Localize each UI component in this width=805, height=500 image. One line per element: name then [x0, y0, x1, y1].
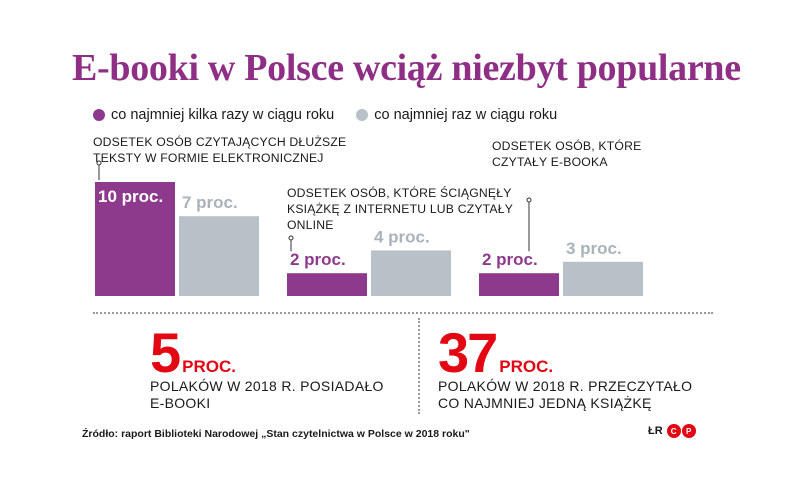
stat-headline: 5 PROC. — [150, 325, 384, 381]
stat-value: 5 — [150, 321, 181, 384]
bar-frequent-3 — [479, 273, 559, 296]
caption-line: Odsetek osób, które ściągnęły — [287, 186, 512, 200]
divider-horizontal — [93, 312, 713, 314]
caption-long-texts: Odsetek osób czytających dłuższe teksty … — [93, 134, 346, 166]
caption-downloaded: Odsetek osób, które ściągnęły książkę z … — [287, 185, 513, 233]
legend-swatch-gray — [356, 109, 369, 121]
divider-vertical — [418, 318, 420, 414]
caption-line: książkę z internetu lub czytały — [287, 202, 514, 216]
legend-item-once: co najmniej raz w ciągu roku — [356, 107, 557, 123]
caption-ebook: Odsetek osób, które czytały e-booka — [492, 138, 641, 170]
legend-label-once: co najmniej raz w ciągu roku — [374, 107, 558, 123]
bar-frequent-1 — [95, 182, 175, 296]
stat-headline: 37 PROC. — [438, 325, 692, 381]
bar-once-2 — [371, 250, 451, 296]
stat-desc-line: Polaków w 2018 r. przeczytało — [438, 378, 693, 394]
bar-value-label: 7 proc. — [182, 193, 238, 212]
publisher-logo: ŁR C P — [648, 424, 697, 438]
stat-desc-line: e-booki — [150, 395, 211, 411]
source-note: Źródło: raport Biblioteki Narodowej „Sta… — [82, 428, 470, 440]
bar-value-label: 4 proc. — [374, 227, 430, 246]
caption-line: czytały e-booka — [492, 155, 608, 169]
bar-value-label: 3 proc. — [566, 239, 622, 258]
bar-once-3 — [563, 261, 643, 296]
logo-letter: C — [666, 424, 681, 438]
legend: co najmniej kilka razy w ciągu roku co n… — [93, 107, 579, 123]
logo-letter: P — [681, 424, 696, 438]
chart-title: E-booki w Polsce wciąż niezbyt popularne — [72, 47, 741, 89]
legend-label-frequent: co najmniej kilka razy w ciągu roku — [111, 107, 335, 123]
bar-value-label: 2 proc. — [290, 250, 346, 269]
bar-once-1 — [179, 216, 259, 296]
stat-description: Polaków w 2018 r. przeczytało co najmnie… — [438, 378, 692, 412]
leader-dot — [96, 160, 102, 166]
stat-value: 37 — [438, 321, 498, 384]
stat-desc-line: co najmniej jedną książkę — [438, 395, 652, 411]
leader-dot — [526, 197, 532, 203]
legend-swatch-purple — [93, 109, 105, 121]
author-initials: ŁR — [648, 425, 663, 437]
stat-ebook-owners: 5 PROC. Polaków w 2018 r. posiadało e-boo… — [150, 325, 384, 412]
caption-line: Odsetek osób, które — [492, 139, 642, 153]
bar-value-label: 2 proc. — [482, 250, 538, 269]
stat-unit: PROC. — [499, 357, 554, 376]
stat-book-readers: 37 PROC. Polaków w 2018 r. przeczytało co… — [438, 325, 692, 412]
stat-description: Polaków w 2018 r. posiadało e-booki — [150, 378, 384, 412]
caption-line: teksty w formie elektronicznej — [93, 151, 324, 165]
bar-chart: 10 proc. 7 proc. 2 proc. 4 proc. 2 proc. 3 pr… — [95, 160, 643, 296]
leader-dot — [288, 235, 294, 241]
bar-value-label: 10 proc. — [98, 187, 163, 206]
bar-frequent-2 — [287, 273, 367, 296]
stat-unit: PROC. — [182, 357, 236, 376]
legend-item-frequent: co najmniej kilka razy w ciągu roku — [93, 107, 334, 123]
caption-line: Odsetek osób czytających dłuższe — [93, 135, 347, 149]
caption-line: online — [287, 218, 334, 232]
stat-desc-line: Polaków w 2018 r. posiadało — [150, 378, 384, 394]
